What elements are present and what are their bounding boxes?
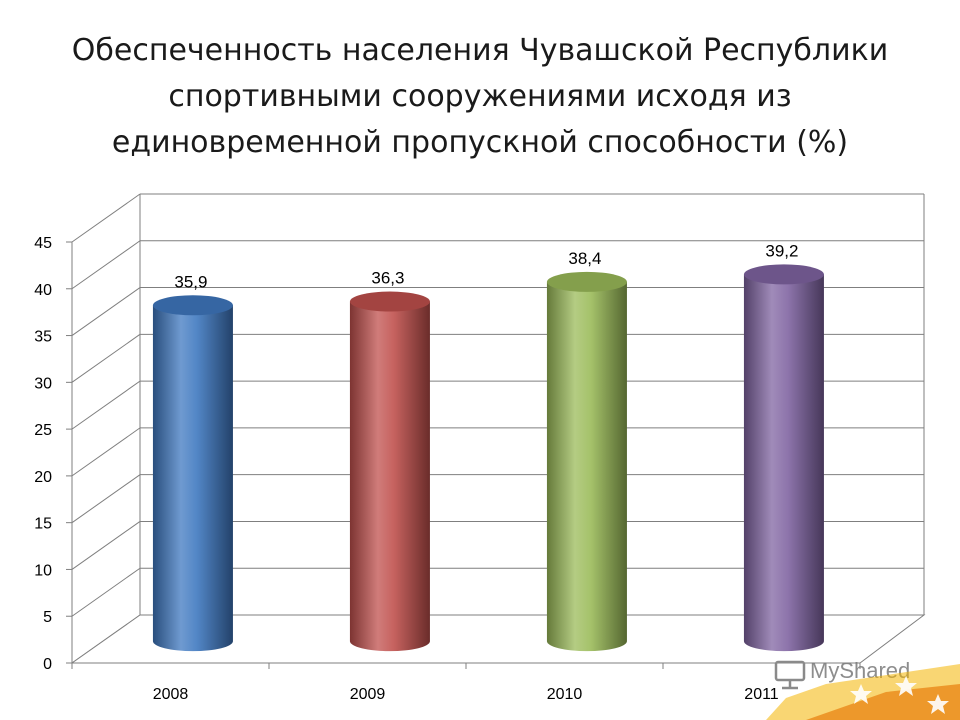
- bars: [152, 264, 824, 652]
- bar-2011: [743, 274, 824, 652]
- bar-top-2009: [349, 291, 430, 312]
- y-tick-label: 25: [34, 422, 52, 439]
- x-tick-label: 2009: [350, 686, 386, 703]
- chart-title-line-3: единовременной пропускной способности (%…: [111, 125, 849, 160]
- chart-title: Обеспеченность населения Чувашской Респу…: [40, 28, 920, 166]
- x-tick-label: 2011: [744, 686, 779, 703]
- x-tick-label: 2010: [547, 686, 583, 703]
- x-tick-label: 2008: [153, 686, 189, 703]
- y-tick-label: 15: [34, 516, 52, 533]
- bar-2009: [349, 301, 430, 652]
- y-tick-label: 40: [34, 282, 52, 299]
- y-tick-label: 45: [34, 235, 52, 252]
- star-decoration-icon: [766, 664, 960, 720]
- y-tick-label: 10: [34, 562, 52, 579]
- y-tick-label: 0: [43, 656, 52, 673]
- chart-title-line-1: Обеспеченность населения Чувашской Респу…: [71, 33, 889, 68]
- data-label-2008: 35,9: [174, 272, 207, 291]
- gridline-side: [71, 567, 141, 617]
- bar-top-2008: [152, 295, 233, 316]
- bar-2010: [546, 281, 627, 652]
- gridline-side: [71, 474, 141, 524]
- data-label-2011: 39,2: [765, 241, 798, 260]
- data-label-2009: 36,3: [371, 269, 404, 288]
- y-tick-label: 5: [43, 609, 52, 626]
- y-tick-label: 20: [34, 469, 52, 486]
- watermark: MyShared: [766, 654, 960, 720]
- gridline-side: [71, 240, 141, 290]
- y-tick-label: 30: [34, 375, 52, 392]
- y-tick-label: 35: [34, 329, 52, 346]
- chart-title-line-2: спортивными сооружениями исходя из: [168, 79, 792, 114]
- gridline-side: [71, 427, 141, 477]
- bar-top-2010: [546, 271, 627, 292]
- gridline-side: [71, 287, 141, 336]
- labels: 0 5 10 15 20 25 30 35 40 45 35,9 2008 36,3 2009 38,4 20…: [34, 235, 798, 703]
- data-label-2010: 38,4: [568, 249, 601, 268]
- bar-top-2011: [743, 264, 824, 285]
- gridline-side: [71, 333, 141, 383]
- presentation-board-icon: [774, 660, 806, 690]
- gridline-side: [71, 193, 141, 243]
- bar-2008: [152, 305, 233, 652]
- gridline-side: [71, 380, 141, 430]
- gridline-side: [71, 521, 141, 570]
- axes: [66, 241, 861, 669]
